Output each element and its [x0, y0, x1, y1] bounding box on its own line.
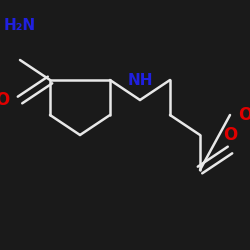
Text: O: O	[238, 106, 250, 124]
Text: O: O	[0, 91, 10, 109]
Text: O: O	[223, 126, 237, 144]
Text: H₂N: H₂N	[4, 18, 36, 32]
Text: NH: NH	[127, 72, 153, 88]
